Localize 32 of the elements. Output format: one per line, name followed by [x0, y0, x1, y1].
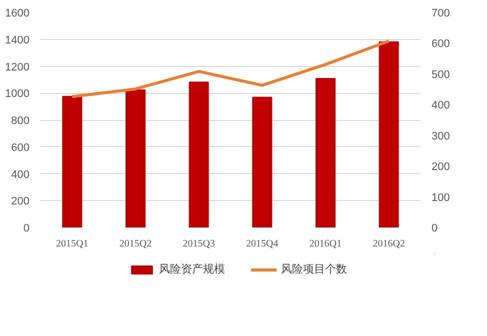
y2-tick-label: 700 [432, 8, 450, 20]
y-tick-label: 400 [11, 168, 30, 181]
bar [252, 96, 272, 228]
bar [62, 96, 82, 228]
x-tick-label: 2015Q1 [56, 238, 88, 250]
y-tick-label: 0 [23, 222, 30, 234]
x-tick-label: 2016Q1 [309, 238, 342, 250]
bar [316, 78, 336, 228]
y2-tick-label: 100 [432, 192, 450, 204]
line-series [70, 40, 390, 98]
bar [188, 82, 209, 228]
bar [378, 41, 399, 228]
y2-tick-label: 500 [432, 68, 450, 81]
y2-tick-label: 0 [432, 222, 438, 234]
legend-label: 风险项目个数 [281, 262, 347, 276]
bar [126, 90, 146, 228]
y-tick-label: 1200 [5, 61, 30, 74]
y-tick-label: 200 [11, 196, 30, 208]
x-tick-label: 2015Q4 [246, 238, 278, 250]
y2-tick-label: 600 [432, 38, 450, 50]
y-tick-label: 600 [11, 142, 30, 154]
legend-label: 风险资产规模 [159, 262, 225, 276]
x-tick-label: 2015Q3 [182, 238, 215, 250]
y2-tick-label: 400 [432, 100, 450, 112]
x-tick-label: 2016Q2 [372, 238, 405, 250]
y-tick-label: 800 [11, 115, 30, 127]
y-tick-label: 1400 [5, 34, 30, 46]
y-tick-label: 1000 [5, 88, 30, 100]
y2-tick-label: 200 [432, 161, 450, 174]
x-tick-label: 2015Q2 [119, 238, 152, 250]
y2-tick-label: 300 [432, 130, 450, 142]
y-tick-label: 1600 [5, 8, 30, 20]
